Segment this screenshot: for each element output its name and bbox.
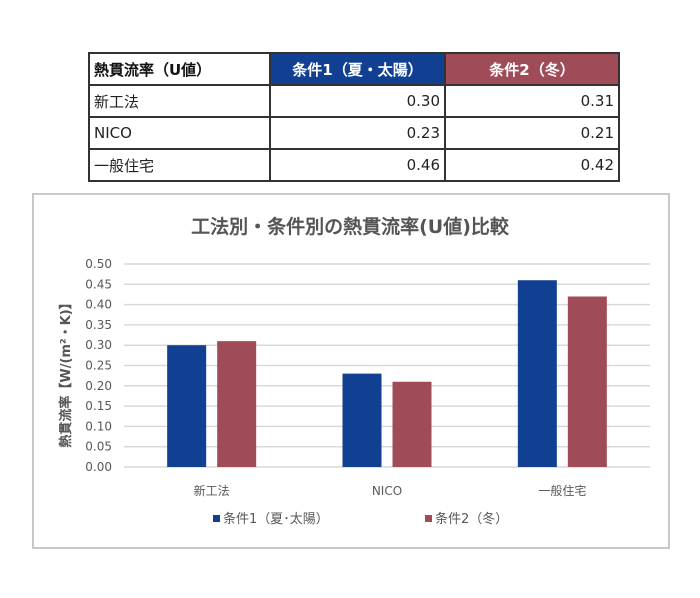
u-value-table: 熱貫流率（U値） 条件1（夏・太陽） 条件2（冬） 新工法 0.30 0.31 … bbox=[88, 52, 620, 182]
cell-condition-1: 0.46 bbox=[269, 148, 446, 182]
y-tick-label: 0.50 bbox=[85, 257, 112, 271]
cell-condition-2: 0.31 bbox=[444, 84, 620, 118]
legend-label: 条件2（冬） bbox=[435, 511, 508, 527]
cell-condition-1: 0.30 bbox=[269, 84, 446, 118]
row-label: NICO bbox=[88, 116, 271, 150]
table-row: 一般住宅 0.46 0.42 bbox=[88, 148, 620, 182]
row-label: 新工法 bbox=[88, 84, 271, 118]
bar-2 bbox=[567, 296, 607, 467]
cell-condition-2: 0.21 bbox=[444, 116, 620, 150]
bar-1 bbox=[167, 345, 207, 467]
y-tick-label: 0.00 bbox=[85, 460, 112, 474]
legend-swatch bbox=[425, 515, 432, 522]
y-tick-label: 0.05 bbox=[85, 440, 112, 454]
table-header-row: 熱貫流率（U値） 条件1（夏・太陽） 条件2（冬） bbox=[88, 52, 620, 86]
y-tick-label: 0.10 bbox=[85, 419, 112, 433]
cell-condition-1: 0.23 bbox=[269, 116, 446, 150]
table-row: NICO 0.23 0.21 bbox=[88, 116, 620, 150]
header-u-value: 熱貫流率（U値） bbox=[88, 52, 271, 86]
chart-container bbox=[32, 193, 670, 549]
x-tick-label: NICO bbox=[372, 484, 402, 498]
y-tick-label: 0.20 bbox=[85, 379, 112, 393]
legend-label: 条件1（夏･太陽） bbox=[223, 511, 329, 527]
y-tick-label: 0.15 bbox=[85, 399, 112, 413]
bar-1 bbox=[342, 373, 382, 467]
bar-2 bbox=[392, 381, 432, 467]
table-row: 新工法 0.30 0.31 bbox=[88, 84, 620, 118]
y-tick-label: 0.30 bbox=[85, 338, 112, 352]
bar-2 bbox=[217, 341, 257, 467]
y-tick-label: 0.40 bbox=[85, 298, 112, 312]
chart-title: 工法別・条件別の熱貫流率(U値)比較 bbox=[191, 215, 510, 238]
cell-condition-2: 0.42 bbox=[444, 148, 620, 182]
row-label: 一般住宅 bbox=[88, 148, 271, 182]
bar-1 bbox=[517, 280, 557, 467]
y-axis-label: 熱貫流率【W/(m²・K)】 bbox=[58, 296, 74, 447]
x-tick-label: 一般住宅 bbox=[538, 483, 586, 498]
y-tick-label: 0.35 bbox=[85, 318, 112, 332]
header-condition-1: 条件1（夏・太陽） bbox=[269, 52, 446, 86]
x-tick-label: 新工法 bbox=[194, 483, 230, 498]
legend-swatch bbox=[213, 515, 220, 522]
header-condition-2: 条件2（冬） bbox=[444, 52, 620, 86]
y-tick-label: 0.25 bbox=[85, 359, 112, 373]
y-tick-label: 0.45 bbox=[85, 277, 112, 291]
